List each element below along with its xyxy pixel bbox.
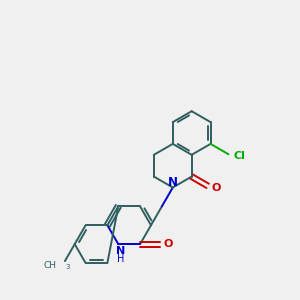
Text: Cl: Cl: [233, 151, 245, 161]
Text: O: O: [212, 183, 221, 193]
Text: H: H: [117, 254, 124, 264]
Text: 3: 3: [66, 264, 70, 270]
Text: N: N: [116, 246, 125, 256]
Text: N: N: [168, 176, 178, 189]
Text: CH: CH: [44, 261, 57, 270]
Text: O: O: [164, 239, 173, 249]
